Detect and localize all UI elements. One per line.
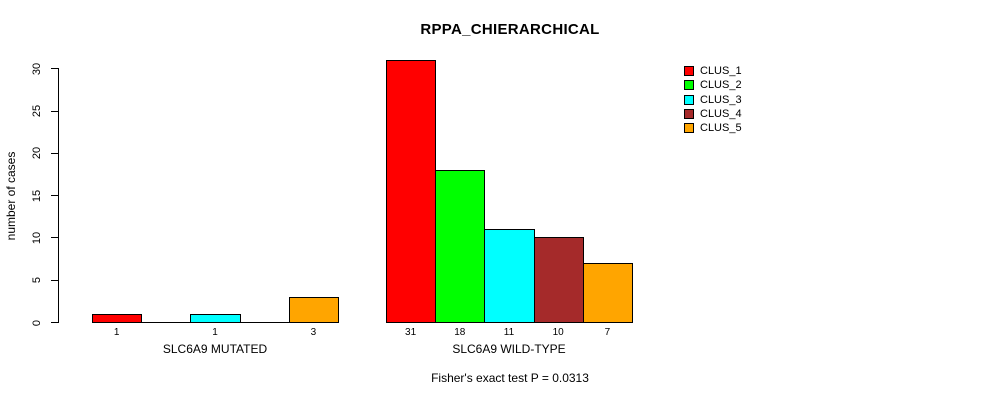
bar-value-label: 7 <box>604 327 611 338</box>
group-label: SLC6A9 WILD-TYPE <box>452 342 566 356</box>
bar-value-label: 10 <box>552 327 564 338</box>
y-tick-label: 10 <box>31 231 43 245</box>
legend: CLUS_1 CLUS_2 CLUS_3 CLUS_4 CLUS_5 <box>684 64 742 135</box>
legend-item: CLUS_1 <box>684 64 742 78</box>
bar-clus_1-wildtype <box>386 60 437 323</box>
y-tick <box>51 279 58 281</box>
legend-swatch-icon <box>684 109 694 120</box>
legend-swatch-icon <box>684 94 694 105</box>
legend-swatch-icon <box>684 80 694 91</box>
y-tick <box>51 110 58 112</box>
legend-label: CLUS_1 <box>700 65 742 78</box>
legend-label: CLUS_2 <box>700 79 742 92</box>
legend-label: CLUS_5 <box>700 122 742 135</box>
y-tick <box>51 237 58 239</box>
y-tick-label: 5 <box>31 277 43 284</box>
y-axis-line <box>58 68 59 323</box>
y-tick <box>51 195 58 197</box>
legend-item: CLUS_4 <box>684 107 742 121</box>
legend-item: CLUS_5 <box>684 121 742 135</box>
bar-value-label: 11 <box>503 327 515 338</box>
legend-swatch-icon <box>684 123 694 134</box>
legend-swatch-icon <box>684 66 694 77</box>
y-tick-label: 0 <box>31 319 43 326</box>
bar-value-label: 1 <box>113 327 120 338</box>
legend-item: CLUS_2 <box>684 78 742 92</box>
y-tick <box>51 68 58 70</box>
y-tick-label: 15 <box>31 189 43 202</box>
y-tick-label: 30 <box>31 62 43 76</box>
y-tick <box>51 322 58 323</box>
bar-clus_1-mutated <box>92 313 143 323</box>
fisher-test-annotation: Fisher's exact test P = 0.0313 <box>431 371 589 385</box>
bar-clus_2-wildtype <box>435 169 486 323</box>
bar-clus_5-wildtype <box>582 262 633 323</box>
y-tick <box>51 152 58 154</box>
bar-clus_4-wildtype <box>533 237 584 323</box>
y-tick-label: 20 <box>31 147 43 160</box>
group-label: SLC6A9 MUTATED <box>162 342 268 356</box>
bar-value-label: 31 <box>405 327 417 338</box>
bar-value-label: 18 <box>454 327 466 338</box>
bar-clus_3-mutated <box>190 313 241 323</box>
legend-label: CLUS_4 <box>700 108 742 121</box>
bar-value-label: 1 <box>212 327 218 338</box>
legend-item: CLUS_3 <box>684 93 742 107</box>
bar-value-label: 3 <box>310 327 317 338</box>
bar-clus_5-mutated <box>288 296 339 323</box>
legend-label: CLUS_3 <box>700 93 742 106</box>
y-axis-label: number of cases <box>4 151 18 241</box>
bar-clus_3-wildtype <box>484 229 535 323</box>
y-tick-label: 25 <box>31 105 43 118</box>
chart-title: RPPA_CHIERARCHICAL <box>420 21 600 38</box>
